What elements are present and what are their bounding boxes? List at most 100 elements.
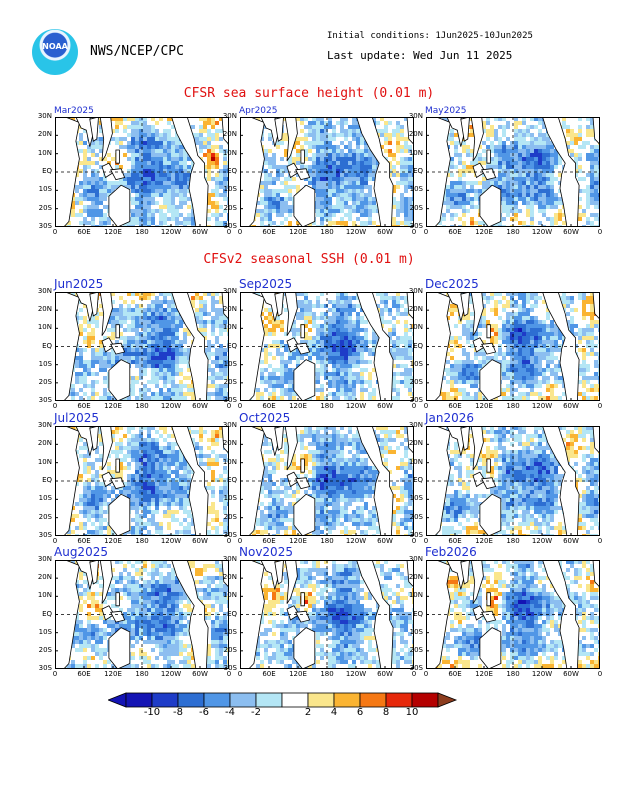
heatmap-cell xyxy=(175,392,179,396)
heatmap-cell xyxy=(570,328,574,332)
heatmap-cell xyxy=(320,328,324,332)
heatmap-cell xyxy=(474,221,478,225)
heatmap-cell xyxy=(223,189,227,193)
heatmap-cell xyxy=(590,312,594,316)
heatmap-cell xyxy=(470,133,474,137)
heatmap-cell xyxy=(498,169,502,173)
heatmap-cell xyxy=(167,205,171,209)
heatmap-cell xyxy=(360,316,364,320)
heatmap-cell xyxy=(111,117,115,121)
land-outline xyxy=(481,168,497,181)
heatmap-cell xyxy=(380,133,384,137)
heatmap-cell xyxy=(388,149,392,153)
heatmap-cell xyxy=(151,376,155,380)
heatmap-cell xyxy=(171,181,175,185)
heatmap-cell xyxy=(159,177,163,181)
heatmap-cell xyxy=(506,205,510,209)
heatmap-cell xyxy=(71,396,75,400)
heatmap-cell xyxy=(352,392,356,396)
heatmap-cell xyxy=(482,189,486,193)
heatmap-cell xyxy=(578,165,582,169)
heatmap-cell xyxy=(187,352,191,356)
heatmap-cell xyxy=(590,165,594,169)
heatmap-cell xyxy=(340,336,344,340)
heatmap-cell xyxy=(211,161,215,165)
heatmap-cell xyxy=(408,221,412,225)
heatmap-cell xyxy=(538,137,542,141)
heatmap-cell xyxy=(183,193,187,197)
heatmap-cell xyxy=(320,384,324,388)
heatmap-cell xyxy=(450,181,454,185)
heatmap-cell xyxy=(494,145,498,149)
heatmap-cell xyxy=(167,149,171,153)
lon-tick-label: 60W xyxy=(192,228,208,236)
heatmap-cell xyxy=(191,125,195,129)
heatmap-cell xyxy=(284,181,288,185)
heatmap-cell xyxy=(348,181,352,185)
heatmap-cell xyxy=(264,356,268,360)
heatmap-cell xyxy=(111,356,115,360)
heatmap-cell xyxy=(344,352,348,356)
lon-tick-label: 0 xyxy=(226,228,232,236)
heatmap-cell xyxy=(340,392,344,396)
heatmap-cell xyxy=(163,308,167,312)
heatmap-cell xyxy=(502,197,506,201)
heatmap-cell xyxy=(404,376,408,380)
heatmap-cell xyxy=(300,304,304,308)
heatmap-cell xyxy=(211,165,215,169)
heatmap-cell xyxy=(586,197,590,201)
heatmap-cell xyxy=(558,189,562,193)
heatmap-cell xyxy=(494,153,498,157)
heatmap-cell xyxy=(159,157,163,161)
heatmap-cell xyxy=(514,340,518,344)
heatmap-cell xyxy=(115,165,119,169)
heatmap-cell xyxy=(404,217,408,221)
heatmap-cell xyxy=(280,396,284,400)
heatmap-cell xyxy=(550,332,554,336)
heatmap-cell xyxy=(316,205,320,209)
heatmap-cell xyxy=(454,181,458,185)
heatmap-cell xyxy=(288,396,292,400)
heatmap-cell xyxy=(510,292,514,296)
heatmap-cell xyxy=(143,153,147,157)
heatmap-cell xyxy=(490,324,494,328)
heatmap-cell xyxy=(187,157,191,161)
heatmap-cell xyxy=(340,129,344,133)
heatmap-cell xyxy=(187,368,191,372)
heatmap-cell xyxy=(91,217,95,221)
heatmap-cell xyxy=(368,161,372,165)
heatmap-cell xyxy=(522,292,526,296)
heatmap-cell xyxy=(348,340,352,344)
heatmap-cell xyxy=(123,125,127,129)
heatmap-cell xyxy=(470,300,474,304)
heatmap-cell xyxy=(187,348,191,352)
heatmap-cell xyxy=(191,209,195,213)
heatmap-cell xyxy=(514,344,518,348)
heatmap-cell xyxy=(360,328,364,332)
heatmap-cell xyxy=(268,217,272,221)
heatmap-cell xyxy=(75,376,79,380)
heatmap-cell xyxy=(268,157,272,161)
heatmap-cell xyxy=(256,117,260,121)
heatmap-cell xyxy=(219,213,223,217)
heatmap-cell xyxy=(211,320,215,324)
heatmap-cell xyxy=(127,141,131,145)
heatmap-cell xyxy=(296,304,300,308)
heatmap-cell xyxy=(356,209,360,213)
heatmap-cell xyxy=(340,209,344,213)
heatmap-cell xyxy=(360,197,364,201)
heatmap-cell xyxy=(296,312,300,316)
heatmap-cell xyxy=(324,316,328,320)
heatmap-cell xyxy=(360,173,364,177)
heatmap-cell xyxy=(135,324,139,328)
heatmap-cell xyxy=(368,201,372,205)
heatmap-cell xyxy=(554,336,558,340)
ssh-map xyxy=(426,117,600,227)
heatmap-cell xyxy=(207,177,211,181)
heatmap-cell xyxy=(518,141,522,145)
heatmap-cell xyxy=(159,328,163,332)
heatmap-cell xyxy=(404,328,408,332)
land-outline xyxy=(108,184,131,227)
heatmap-cell xyxy=(179,356,183,360)
heatmap-cell xyxy=(183,177,187,181)
